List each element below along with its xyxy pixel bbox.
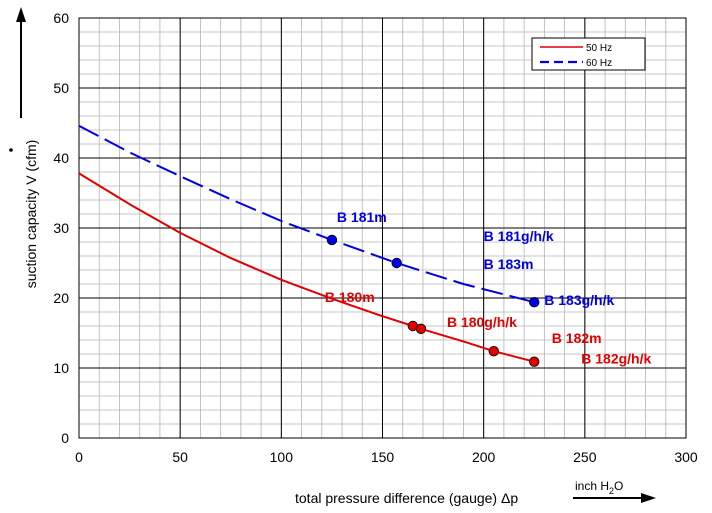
data-point [391, 257, 402, 269]
marker-label: B 181m [337, 209, 387, 225]
y-tick-label: 60 [53, 10, 69, 26]
x-axis-title: total pressure difference (gauge) Δp [295, 490, 518, 506]
x-tick-label: 300 [674, 449, 698, 465]
series-line-60hz [78, 124, 535, 304]
x-axis-title-group: total pressure difference (gauge) Δp inc… [295, 479, 656, 506]
data-point [529, 297, 540, 308]
plot-frame [78, 17, 687, 439]
y-tick-label: 0 [61, 430, 69, 446]
marker-label: B 183m [484, 256, 534, 272]
y-tick-label: 20 [53, 290, 69, 306]
x-tick-label: 100 [270, 449, 294, 465]
series-lines [78, 124, 535, 363]
series-line-50hz [78, 172, 535, 363]
data-point [488, 346, 499, 357]
marker-label: B 180m [325, 289, 375, 305]
y-axis-arrow-head [16, 7, 26, 22]
marker-label: B 183g/h/k [544, 292, 614, 308]
marker-labels: B 181m B 181g/h/k B 183m B 183g/h/k B 180m B … [325, 209, 652, 367]
data-point [415, 323, 427, 335]
x-tick-label: 50 [172, 449, 188, 465]
x-tick-label: 250 [573, 449, 597, 465]
legend-label-50hz: 50 Hz [586, 43, 612, 54]
legend-label-60hz: 60 Hz [586, 58, 612, 69]
y-tick-labels: 0 10 20 30 40 50 60 [53, 10, 69, 446]
marker-label: B 181g/h/k [484, 228, 554, 244]
marker-label: B 180g/h/k [447, 314, 517, 330]
y-axis-title: suction capacity V (cfm) [23, 140, 39, 289]
data-point [326, 234, 338, 246]
x-tick-label: 150 [371, 449, 395, 465]
y-tick-label: 50 [53, 80, 69, 96]
legend: 50 Hz 60 Hz [531, 37, 646, 71]
y-tick-label: 40 [53, 150, 69, 166]
x-tick-label: 200 [472, 449, 496, 465]
x-tick-label: 0 [75, 449, 83, 465]
x-tick-labels: 0 50 100 150 200 250 300 [75, 449, 698, 465]
y-axis-title-group: suction capacity V (cfm) [9, 7, 39, 288]
y-axis-v-dot [9, 148, 13, 152]
data-point [529, 356, 540, 367]
marker-label: B 182g/h/k [581, 351, 651, 367]
legend-box [531, 37, 646, 71]
x-axis-arrow-head [641, 493, 656, 503]
x-axis-unit: inch H2O [575, 479, 623, 496]
y-tick-label: 30 [53, 220, 69, 236]
y-tick-label: 10 [53, 360, 69, 376]
data-markers [326, 234, 540, 367]
marker-label: B 182m [552, 330, 602, 346]
